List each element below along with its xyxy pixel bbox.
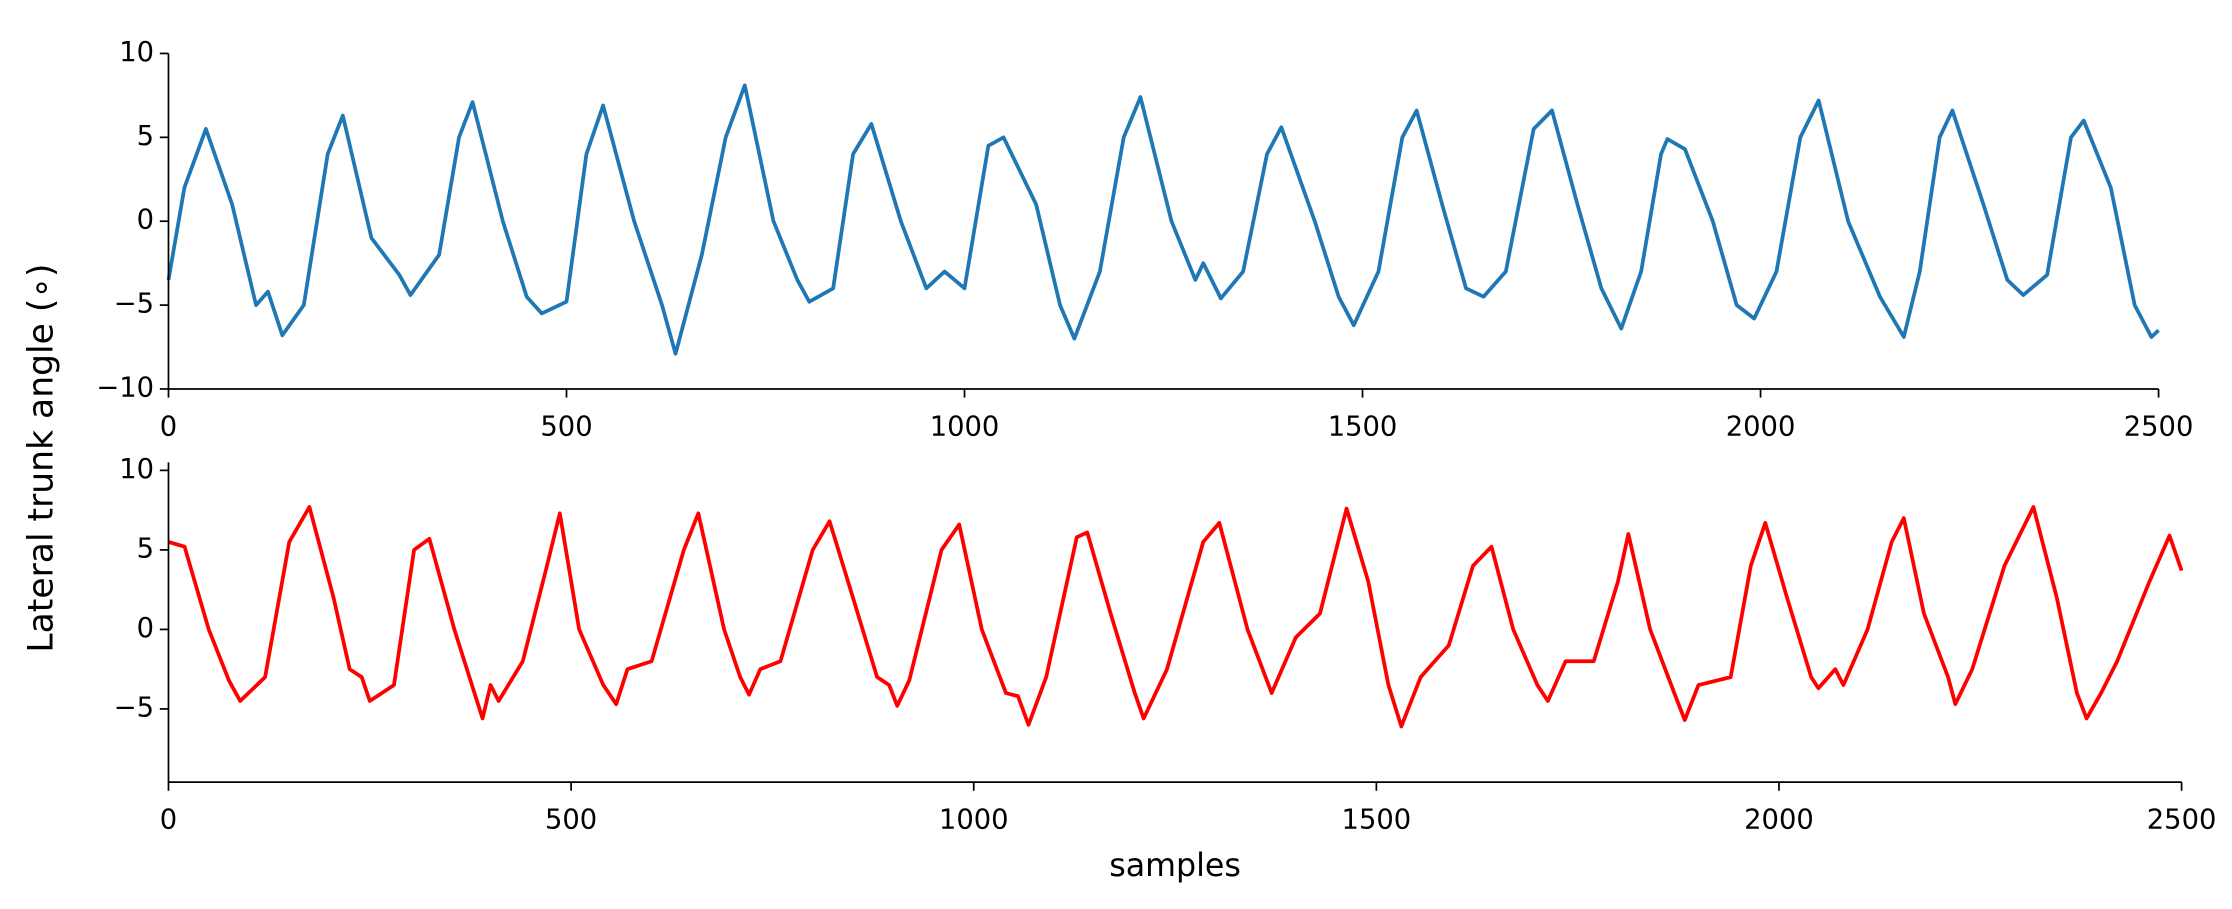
x-tick-label: 0 [160,804,177,835]
y-tick-label: 0 [137,205,154,236]
y-tick-label: 5 [137,121,154,152]
y-tick-label: 5 [137,533,154,564]
y-axis-label: Lateral trunk angle (∘) [22,264,62,653]
y-tick-label: −5 [114,289,154,320]
y-tick-label: −5 [114,692,154,723]
x-axis-label: samples [1109,848,1241,884]
x-tick-label: 2500 [2124,411,2194,442]
y-tick-label: 10 [119,37,154,68]
x-tick-label: 500 [540,411,592,442]
y-tick-label: −10 [96,372,154,403]
x-tick-label: 2000 [1726,411,1796,442]
x-tick-label: 0 [160,411,177,442]
x-tick-label: 1000 [939,804,1009,835]
x-tick-label: 2000 [1744,804,1814,835]
y-tick-label: 10 [119,454,154,485]
x-tick-label: 2500 [2147,804,2217,835]
x-tick-label: 1500 [1342,804,1412,835]
data-line [166,83,2160,356]
x-tick-label: 1500 [1328,411,1398,442]
x-tick-label: 1000 [930,411,1000,442]
data-line [167,505,2184,729]
y-tick-label: 0 [137,613,154,644]
x-tick-label: 500 [545,804,597,835]
